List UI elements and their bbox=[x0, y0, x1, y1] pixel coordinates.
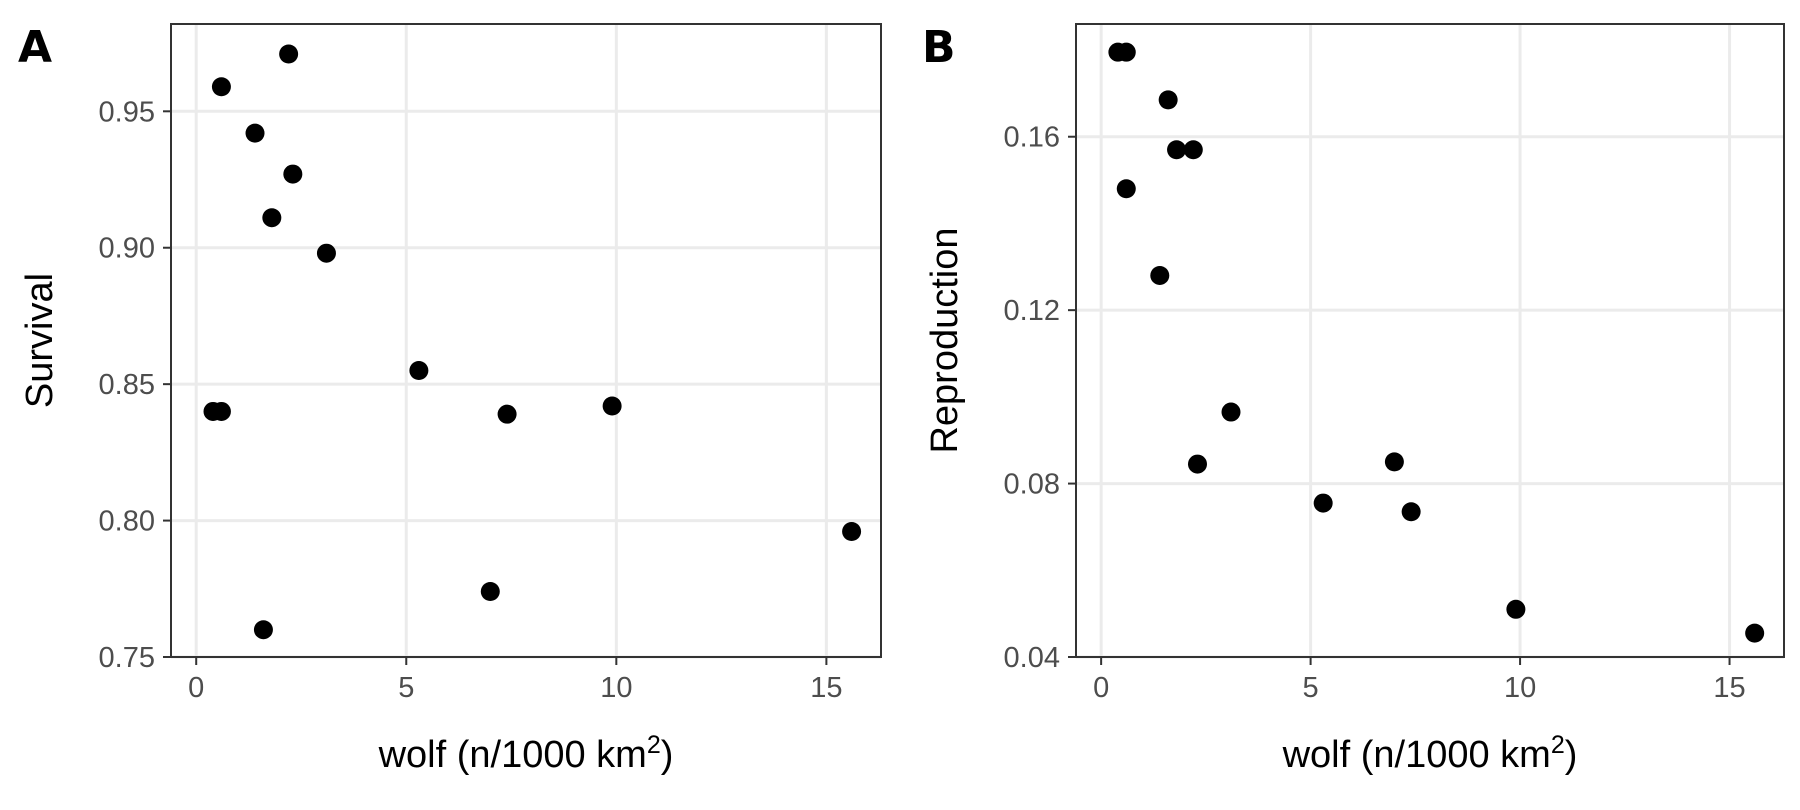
data-point bbox=[262, 208, 282, 228]
x-tick-label: 10 bbox=[600, 672, 632, 704]
data-point bbox=[211, 77, 231, 97]
data-point bbox=[1745, 623, 1765, 643]
data-point bbox=[253, 620, 273, 640]
x-tick-label: 10 bbox=[1504, 672, 1536, 704]
data-point bbox=[480, 582, 500, 602]
data-point bbox=[283, 164, 303, 184]
panel-letter: B bbox=[922, 22, 956, 73]
x-tick-label: 5 bbox=[1303, 672, 1319, 704]
data-point bbox=[409, 361, 429, 381]
plot-frame bbox=[170, 23, 882, 658]
data-point bbox=[602, 396, 622, 416]
x-tick-label: 0 bbox=[1093, 672, 1109, 704]
plot-frame bbox=[1075, 23, 1785, 658]
y-tick-label: 0.12 bbox=[1004, 295, 1060, 327]
data-point bbox=[1401, 502, 1421, 522]
data-point bbox=[1158, 90, 1178, 110]
data-point bbox=[1116, 42, 1136, 62]
data-point bbox=[279, 44, 299, 64]
data-point bbox=[211, 401, 231, 421]
data-point bbox=[1221, 402, 1241, 422]
panel-b: B 0.04 0.08 0.12 0.16 0 5 10 15 wolf (n/1000 km2… bbox=[922, 22, 1785, 776]
y-tick-label: 0.08 bbox=[1004, 469, 1060, 501]
y-tick-label: 0.85 bbox=[99, 369, 155, 401]
y-tick-label: 0.90 bbox=[99, 233, 155, 265]
data-point bbox=[1183, 140, 1203, 160]
data-point bbox=[1506, 599, 1526, 619]
data-point bbox=[842, 521, 862, 541]
data-point bbox=[1167, 140, 1187, 160]
data-point bbox=[1187, 454, 1207, 474]
y-tick-label: 0.80 bbox=[99, 506, 155, 538]
data-point bbox=[316, 243, 336, 263]
y-axis-title: Reproduction bbox=[924, 227, 966, 453]
y-axis-title: Survival bbox=[19, 273, 61, 408]
data-point bbox=[1313, 493, 1333, 513]
x-axis-title: wolf (n/1000 km2) bbox=[378, 731, 674, 776]
y-tick-label: 0.75 bbox=[99, 642, 155, 674]
x-tick-label: 15 bbox=[1713, 672, 1745, 704]
data-point bbox=[1116, 179, 1136, 199]
x-tick-label: 0 bbox=[188, 672, 204, 704]
data-point bbox=[497, 404, 517, 424]
y-tick-label: 0.95 bbox=[99, 96, 155, 128]
panel-a: A 0.75 0.80 0.85 0.90 0.95 0 5 10 15 wolf (n/1000… bbox=[18, 22, 882, 776]
panel-letter: A bbox=[18, 22, 52, 73]
data-point bbox=[245, 123, 265, 143]
data-point bbox=[1384, 452, 1404, 472]
y-tick-label: 0.04 bbox=[1004, 642, 1060, 674]
x-tick-label: 15 bbox=[810, 672, 842, 704]
y-tick-label: 0.16 bbox=[1004, 122, 1060, 154]
data-point bbox=[1150, 265, 1170, 285]
x-tick-label: 5 bbox=[398, 672, 414, 704]
x-axis-title: wolf (n/1000 km2) bbox=[1282, 731, 1578, 776]
